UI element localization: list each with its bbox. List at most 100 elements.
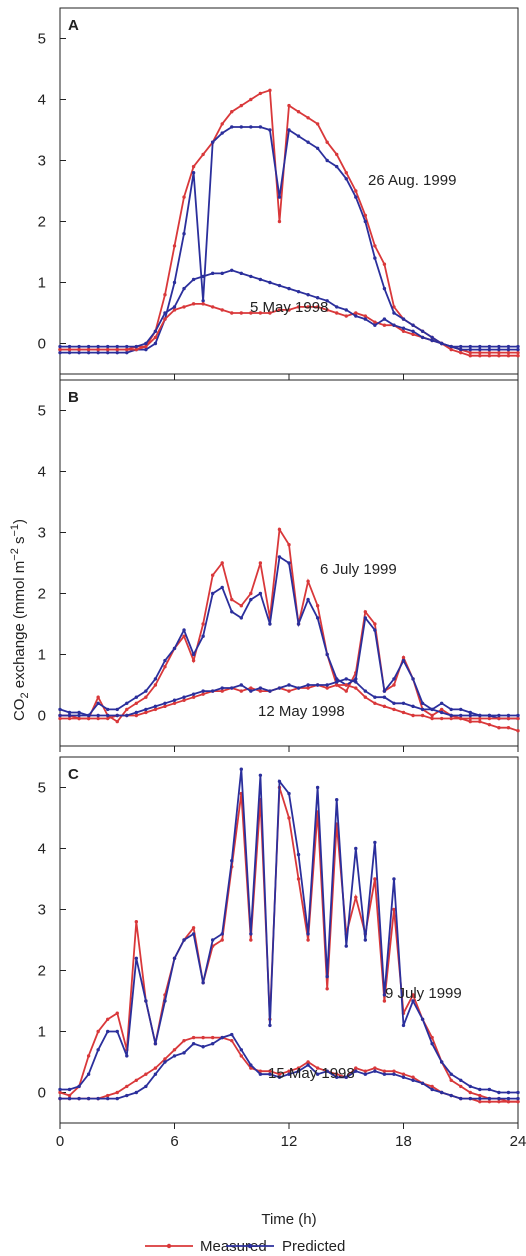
data-point [172,244,177,248]
y-tick-label: 4 [38,464,46,481]
data-point [487,347,492,352]
y-tick-label: 3 [38,153,46,170]
data-point [106,707,110,712]
data-point [468,344,472,349]
data-point [487,1099,492,1104]
data-point [115,1029,119,1034]
legend-marker [166,1243,172,1249]
data-point [411,1075,415,1079]
data-point [287,128,291,132]
data-point [401,655,406,660]
data-point [344,177,348,181]
data-point [163,658,167,663]
data-point [459,1078,463,1083]
data-point [506,344,511,349]
data-point [401,658,406,663]
data-point [220,938,224,942]
data-point [86,1096,91,1101]
data-point [220,122,224,126]
data-point [354,680,358,684]
data-point [67,710,72,715]
data-point [506,1096,511,1101]
data-point [134,344,139,349]
data-point [382,689,387,693]
data-point [201,1035,205,1040]
data-point [277,195,282,199]
data-point [478,344,482,349]
data-point [230,597,234,602]
data-point [344,944,348,948]
data-point [230,686,234,690]
data-point [144,695,148,699]
data-point [420,329,425,333]
data-point [144,707,148,712]
data-point [478,713,482,718]
data-point [210,140,215,144]
data-point [172,1054,177,1058]
data-point [459,347,463,352]
data-point [325,652,329,657]
data-point [96,1096,100,1101]
data-point [306,293,310,297]
data-point [363,219,368,224]
data-point [172,646,177,651]
data-point [487,713,492,718]
data-point [277,779,282,784]
data-point [201,299,205,303]
y-tick-label: 4 [38,92,46,109]
data-point [401,1023,406,1028]
data-point [344,308,348,312]
data-point [430,338,434,343]
data-point [239,311,243,315]
data-point [86,344,91,349]
data-point [315,604,320,608]
data-point [373,1069,377,1073]
data-point [163,1060,167,1064]
data-point [230,859,234,863]
data-point [239,616,243,620]
y-tick-label: 4 [38,841,46,858]
y-tick-label: 0 [38,1085,46,1102]
data-point [497,350,501,355]
annotation: 26 Aug. 1999 [368,172,456,189]
data-point [201,1045,205,1049]
ylabel-part: s [11,536,28,548]
data-point [230,110,234,114]
data-point [144,1084,148,1089]
y-tick-label: 3 [38,525,46,542]
data-point [354,314,358,318]
data-point [459,707,463,712]
data-point [230,125,234,129]
data-point [96,701,100,705]
data-point [430,1035,434,1040]
data-point [354,1069,358,1073]
data-point [239,1048,243,1052]
data-point [258,561,263,565]
data-point [125,1054,129,1058]
data-point [67,713,72,718]
ylabel-part: ) [11,519,28,524]
data-point [468,1090,472,1095]
data-point [277,555,282,559]
data-point [382,704,387,709]
data-point [134,695,139,699]
data-point [182,698,186,702]
data-point [258,773,263,777]
data-point [392,1069,396,1073]
data-point [382,262,387,266]
data-point [516,1099,520,1104]
data-point [163,999,167,1003]
data-point [487,354,492,358]
data-point [382,993,387,997]
data-point [449,1078,453,1083]
data-point [201,274,205,279]
data-point [430,1042,434,1046]
data-point [249,1063,253,1067]
data-point [392,707,396,712]
data-point [487,350,492,355]
data-point [106,1017,110,1021]
data-point [86,713,91,718]
data-point [296,1069,301,1073]
data-point [96,695,100,699]
data-point [201,692,205,696]
